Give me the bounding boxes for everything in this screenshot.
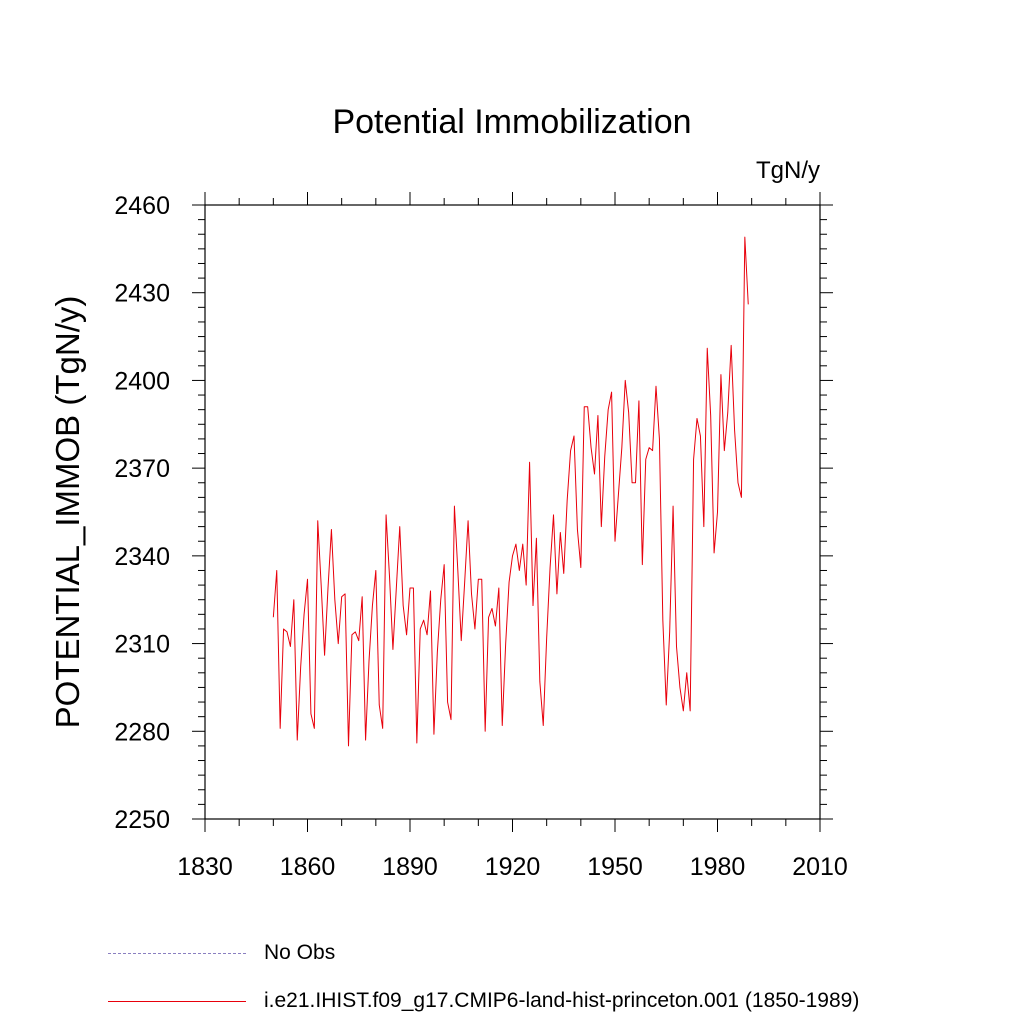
legend-item-model-run: i.e21.IHIST.f09_g17.CMIP6-land-hist-prin… [108,986,859,1016]
x-tick-label: 1980 [690,853,746,881]
legend-item-no-obs: No Obs [108,938,335,968]
x-tick-label: 1830 [177,853,233,881]
y-tick-label: 2460 [114,192,170,220]
y-tick-label: 2340 [114,543,170,571]
legend-label-model-run: i.e21.IHIST.f09_g17.CMIP6-land-hist-prin… [264,989,860,1012]
x-tick-label: 1860 [280,853,336,881]
legend-swatch-solid [108,1000,246,1002]
y-tick-label: 2370 [114,455,170,483]
legend-swatch-dashed [108,952,246,954]
y-tick-label: 2430 [114,280,170,308]
y-tick-label: 2310 [114,631,170,659]
y-tick-label: 2250 [114,806,170,834]
series-line [272,236,749,747]
chart-title: Potential Immobilization [332,103,692,141]
y-tick-label: 2400 [114,367,170,395]
x-tick-label: 1950 [587,853,643,881]
legend-label-no-obs: No Obs [264,941,336,964]
units-label: TgN/y [755,157,820,184]
x-tick-label: 2010 [792,853,848,881]
x-tick-label: 1890 [382,853,438,881]
y-axis-label: POTENTIAL_IMMOB (TgN/y) [49,295,86,729]
x-tick-label: 1920 [485,853,541,881]
y-tick-label: 2280 [114,718,170,746]
